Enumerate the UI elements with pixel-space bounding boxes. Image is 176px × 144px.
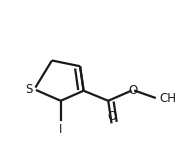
Text: CH₃: CH₃ [159, 92, 176, 105]
Text: O: O [107, 110, 116, 123]
Text: S: S [25, 83, 33, 96]
Text: I: I [59, 123, 62, 136]
Text: O: O [128, 84, 137, 96]
